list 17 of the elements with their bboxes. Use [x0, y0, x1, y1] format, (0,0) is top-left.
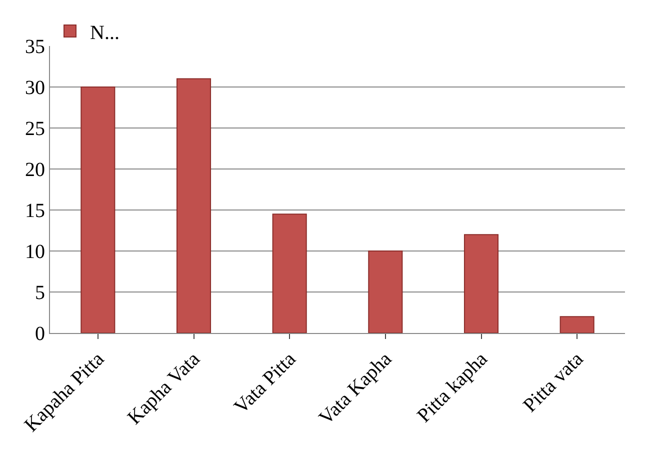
y-tick-label: 20	[25, 159, 45, 181]
bar	[368, 250, 403, 333]
bar	[464, 234, 499, 333]
x-tick-label: Vata Pitta	[230, 348, 300, 418]
legend-label: N...	[90, 22, 120, 44]
bar	[176, 78, 212, 333]
y-tick-label: 25	[25, 118, 45, 140]
y-tick-label: 0	[35, 323, 45, 345]
y-tick-label: 5	[35, 282, 45, 304]
bar	[560, 316, 594, 333]
y-tick-label: 10	[25, 241, 45, 263]
x-tick-label: Pitta vata	[519, 348, 588, 417]
y-tick-label: 15	[25, 200, 45, 222]
bar	[272, 214, 307, 333]
y-tick-label: 30	[25, 77, 45, 99]
y-tick-label: 35	[25, 36, 45, 58]
bar	[80, 86, 116, 333]
